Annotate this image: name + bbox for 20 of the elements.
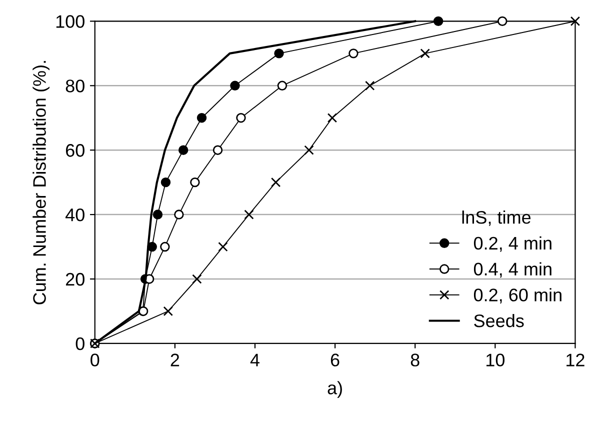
y-tick-label: 60 xyxy=(66,144,84,157)
x-tick-label: 6 xyxy=(330,354,340,366)
legend-label: 0.4, 4 min xyxy=(474,262,552,278)
y-tick-label: 100 xyxy=(56,15,84,28)
y-tick-label: 80 xyxy=(66,80,84,92)
x-tick-label: 12 xyxy=(566,354,584,366)
y-axis-title: Cum. Number Distribution (%). xyxy=(32,61,50,304)
y-tick-label: 0 xyxy=(76,337,84,350)
x-axis-title: a) xyxy=(328,381,342,398)
x-tick-label: 0 xyxy=(90,354,100,366)
y-tick-label: 40 xyxy=(65,208,84,222)
x-tick-label: 10 xyxy=(486,354,504,366)
legend-title: lnS, time xyxy=(462,210,531,226)
legend-label: Seeds xyxy=(474,314,524,328)
legend-label: 0.2, 4 min xyxy=(474,236,552,252)
x-tick-label: 4 xyxy=(250,354,260,366)
x-tick-label: 8 xyxy=(410,354,420,366)
y-tick-label: 20 xyxy=(66,272,84,286)
legend-label: 0.2, 60 min xyxy=(474,288,562,304)
x-tick-label: 2 xyxy=(170,354,180,366)
